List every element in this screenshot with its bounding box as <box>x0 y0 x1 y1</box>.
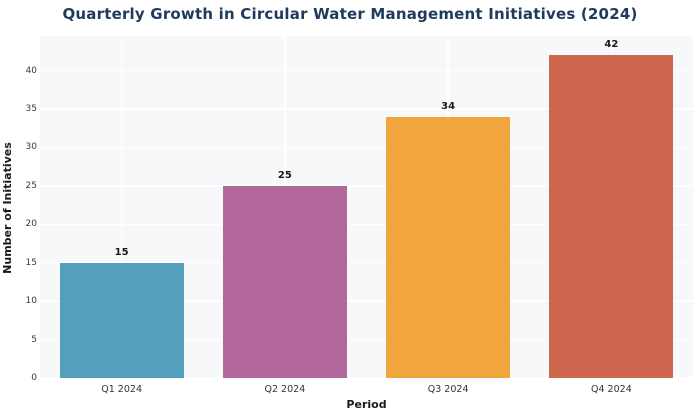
bar-value-label: 34 <box>441 100 456 112</box>
y-tick-label: 0 <box>31 373 37 383</box>
bar-slot: 34 <box>367 36 530 378</box>
gridline-horizontal <box>40 108 693 110</box>
gridline-horizontal <box>40 261 693 264</box>
y-tick-label: 30 <box>25 142 37 153</box>
gridline-horizontal <box>40 377 693 379</box>
x-tick-label: Q3 2024 <box>427 384 469 395</box>
gridline-horizontal <box>40 338 693 341</box>
bar-slot: 15 <box>40 36 203 378</box>
bar-q1-2024 <box>59 262 184 378</box>
chart-title: Quarterly Growth in Circular Water Manag… <box>62 5 638 23</box>
bar-q4-2024 <box>549 55 674 378</box>
gridline-vertical <box>120 36 123 378</box>
plot-area: 15 25 34 42 <box>40 36 693 379</box>
gridline-horizontal <box>40 185 693 187</box>
bar-value-label: 25 <box>277 169 292 181</box>
bar-slot: 25 <box>203 36 366 378</box>
y-tick-label: 15 <box>25 257 37 268</box>
gridline-horizontal <box>40 223 693 226</box>
gridline-horizontal <box>40 69 693 72</box>
x-tick-label: Q1 2024 <box>101 384 142 395</box>
gridline-horizontal <box>40 146 693 149</box>
gridline-horizontal <box>40 300 693 302</box>
x-axis-title: Period <box>346 398 387 411</box>
y-tick-label: 20 <box>25 219 37 230</box>
bar-value-label: 42 <box>604 39 619 51</box>
y-tick-label: 35 <box>25 104 37 114</box>
bar-value-label: 15 <box>114 246 129 258</box>
x-tick-label: Q2 2024 <box>264 384 306 395</box>
y-tick-label: 5 <box>31 334 37 345</box>
bar-q2-2024 <box>222 185 347 378</box>
bar-q3-2024 <box>386 116 511 378</box>
bar-slot: 42 <box>530 36 693 378</box>
y-tick-label: 40 <box>25 65 37 76</box>
x-tick-label: Q4 2024 <box>591 384 632 395</box>
y-tick-label: 25 <box>25 180 37 191</box>
y-tick-label: 10 <box>25 296 37 307</box>
